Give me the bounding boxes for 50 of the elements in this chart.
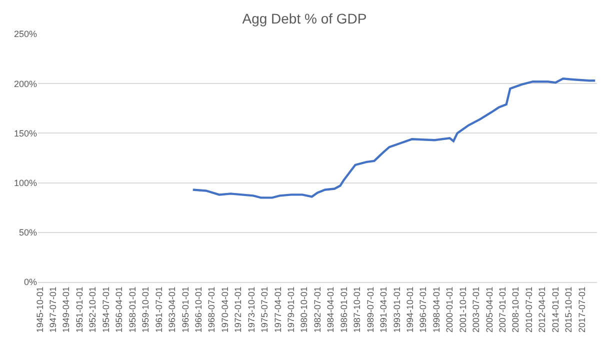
x-tick-label: 1954-07-01 bbox=[100, 286, 111, 333]
x-tick-label: 1986-01-01 bbox=[338, 286, 349, 333]
x-tick-label: 1963-04-01 bbox=[167, 286, 178, 333]
x-tick-label: 1980-10-01 bbox=[299, 286, 310, 333]
x-tick-label: 2001-10-01 bbox=[458, 286, 468, 333]
x-tick-label: 2010-07-01 bbox=[524, 286, 534, 333]
x-tick-label: 1991-04-01 bbox=[378, 286, 389, 333]
line-series bbox=[192, 78, 596, 199]
x-tick-label: 1947-07-01 bbox=[48, 286, 58, 333]
x-tick-label: 1975-07-01 bbox=[260, 286, 270, 333]
x-tick-label: 1987-10-01 bbox=[352, 286, 362, 333]
x-tick-label: 1956-04-01 bbox=[114, 286, 124, 333]
x-tick-label: 1959-10-01 bbox=[140, 286, 151, 333]
x-tick-label: 1989-07-01 bbox=[365, 286, 376, 333]
y-tick-label: 0% bbox=[24, 277, 37, 288]
x-tick-label: 2017-07-01 bbox=[576, 286, 587, 333]
x-tick-label: 1945-10-01 bbox=[34, 286, 45, 333]
x-tick-label: 1979-01-01 bbox=[286, 286, 296, 333]
x-tick-label: 1982-07-01 bbox=[312, 286, 322, 333]
y-tick-label: 250% bbox=[14, 29, 37, 40]
x-tick-label: 2008-10-01 bbox=[510, 286, 521, 333]
x-tick-label: 1965-01-01 bbox=[180, 286, 190, 333]
x-tick-label: 1968-07-01 bbox=[206, 286, 217, 333]
x-tick-label: 1998-04-01 bbox=[431, 286, 442, 333]
x-tick-label: 1973-10-01 bbox=[246, 286, 256, 333]
x-tick-label: 1994-10-01 bbox=[404, 286, 415, 333]
x-tick-label: 2012-04-01 bbox=[537, 286, 548, 333]
x-tick-label: 1958-01-01 bbox=[127, 286, 138, 333]
x-tick-label: 1951-01-01 bbox=[74, 286, 84, 333]
x-tick-label: 1961-07-01 bbox=[154, 286, 164, 333]
x-tick-label: 1984-04-01 bbox=[326, 286, 336, 333]
x-tick-label: 2015-10-01 bbox=[564, 286, 574, 333]
chart-title: Agg Debt % of GDP bbox=[242, 10, 367, 27]
y-tick-label: 100% bbox=[14, 178, 37, 188]
x-tick-label: 2014-01-01 bbox=[550, 286, 560, 333]
x-tick-label: 2003-07-01 bbox=[471, 286, 482, 333]
x-tick-label: 1993-01-01 bbox=[392, 286, 402, 333]
x-tick-label: 2007-01-01 bbox=[498, 286, 508, 333]
x-tick-label: 2005-04-01 bbox=[484, 286, 494, 333]
x-tick-label: 1970-04-01 bbox=[220, 286, 230, 333]
y-tick-label: 200% bbox=[14, 78, 37, 89]
x-tick-label: 2000-01-01 bbox=[444, 286, 455, 333]
y-tick-label: 50% bbox=[18, 228, 37, 238]
y-tick-label: 150% bbox=[14, 128, 37, 138]
x-tick-label: 1996-07-01 bbox=[418, 286, 428, 333]
x-tick-label: 1972-01-01 bbox=[233, 286, 244, 333]
x-tick-label: 1952-10-01 bbox=[88, 286, 98, 333]
x-tick-label: 1966-10-01 bbox=[193, 286, 204, 333]
x-tick-label: 1949-04-01 bbox=[61, 286, 72, 333]
x-tick-label: 1977-04-01 bbox=[272, 286, 283, 333]
